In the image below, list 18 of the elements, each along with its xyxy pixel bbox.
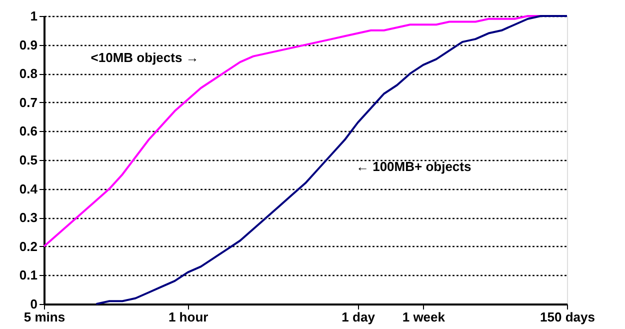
y-tick-label: 0.1 — [19, 268, 38, 283]
y-tick-label: 0.5 — [19, 152, 38, 168]
y-tick-label: 1 — [30, 8, 38, 24]
annotation: <10MB objects → — [90, 50, 199, 65]
y-tick-label: 0.7 — [19, 94, 38, 110]
y-tick-label: 0.9 — [19, 37, 38, 52]
x-tick-label: 1 week — [402, 310, 446, 324]
y-tick-label: 0.3 — [19, 210, 38, 226]
y-tick-label: 0 — [30, 296, 38, 312]
x-tick-label: 5 mins — [24, 310, 66, 324]
y-tick-label: 0.2 — [19, 238, 38, 254]
y-tick-label: 0.8 — [19, 66, 38, 82]
x-tick-label: 150 days — [540, 310, 595, 324]
annotation: ← 100MB+ objects — [356, 159, 472, 174]
y-tick-label: 0.4 — [19, 181, 38, 196]
x-tick-label: 1 hour — [168, 310, 208, 324]
x-tick-label: 1 day — [342, 310, 376, 324]
y-tick-label: 0.6 — [19, 124, 38, 139]
